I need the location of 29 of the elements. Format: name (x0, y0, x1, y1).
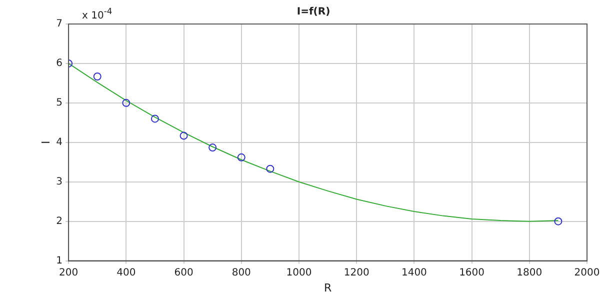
point (208, 144, 217, 152)
point (93, 72, 102, 80)
x-tick-label: 1000 (286, 267, 312, 278)
x-tick-label: 400 (116, 267, 136, 278)
x-tick-label: 1400 (401, 267, 427, 278)
y-axis-title: I (39, 140, 52, 144)
point (150, 114, 159, 123)
y-tick-label: 6 (56, 58, 63, 70)
point (266, 164, 274, 173)
x-axis-title: R (324, 281, 332, 294)
point (554, 217, 562, 226)
x-tick-label: 200 (59, 267, 78, 278)
y-tick-label: 4 (56, 136, 63, 148)
y-tick-label: 7 (56, 18, 63, 30)
point (180, 132, 188, 140)
x-tick-label: 1600 (459, 267, 485, 278)
x-tick-label: 800 (232, 267, 251, 278)
x-tick-label: 600 (174, 267, 194, 278)
y-tick-label: 3 (56, 176, 63, 188)
point (122, 98, 130, 107)
x-tick-label: 1800 (516, 267, 542, 278)
x-tick-label: 2000 (574, 267, 600, 278)
x-tick-label: 1200 (344, 267, 370, 278)
y-tick-label: 2 (56, 216, 63, 227)
y-tick-label: 1 (56, 255, 63, 266)
y-tick-label: 5 (56, 98, 63, 109)
text: x 10$^{-4}$ (82, 6, 112, 22)
point (237, 153, 246, 162)
chart-title: I=f(R) (296, 6, 330, 18)
